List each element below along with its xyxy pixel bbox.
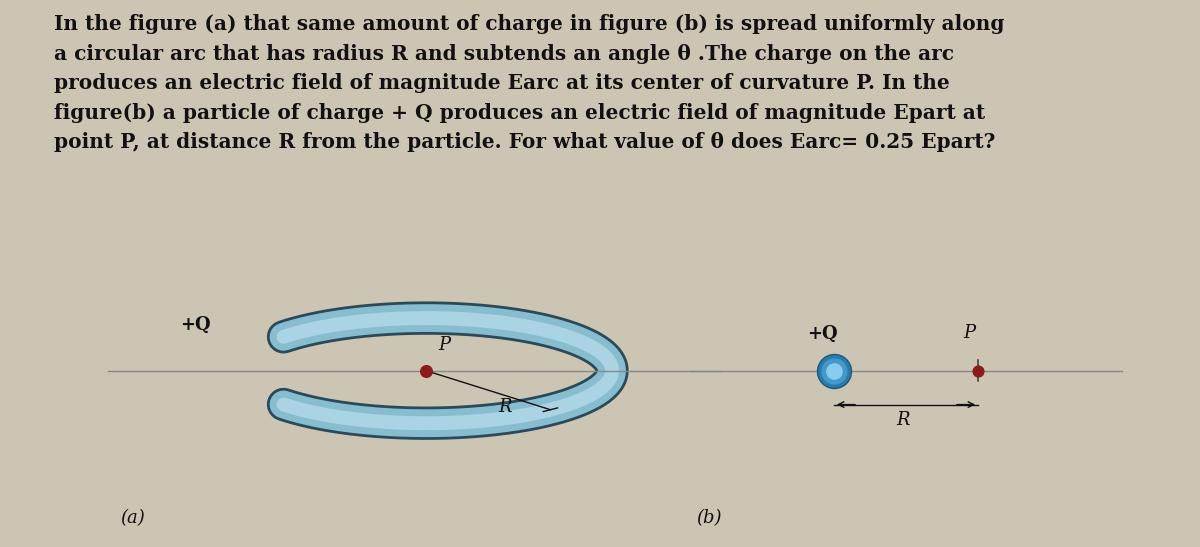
Text: (a): (a): [120, 509, 145, 527]
Point: [824, 366, 844, 375]
Text: +Q: +Q: [808, 324, 839, 342]
Text: R: R: [498, 398, 511, 416]
Text: R: R: [896, 411, 910, 429]
Text: (b): (b): [696, 509, 721, 527]
Text: P: P: [964, 324, 976, 342]
Point: [824, 366, 844, 375]
Text: In the figure (a) that same amount of charge in figure (b) is spread uniformly a: In the figure (a) that same amount of ch…: [54, 14, 1004, 153]
Point: [824, 366, 844, 375]
Point: [416, 366, 436, 375]
Text: +Q: +Q: [180, 316, 211, 334]
Text: P: P: [438, 336, 450, 354]
Point: [968, 366, 988, 375]
